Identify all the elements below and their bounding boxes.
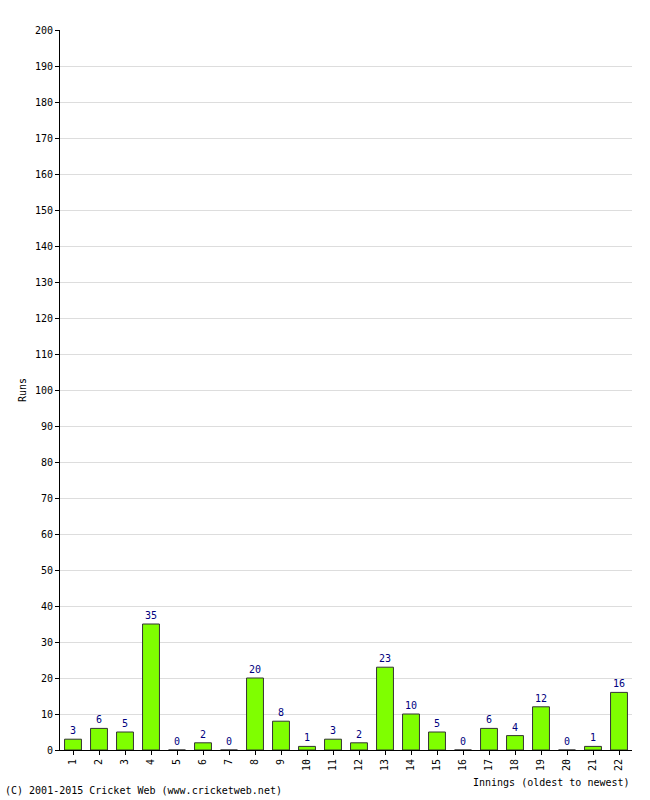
- svg-text:9: 9: [275, 759, 286, 765]
- svg-text:20: 20: [249, 664, 261, 675]
- svg-text:200: 200: [35, 25, 53, 36]
- svg-text:17: 17: [483, 759, 494, 771]
- svg-text:1: 1: [590, 732, 596, 743]
- svg-text:6: 6: [197, 759, 208, 765]
- svg-text:19: 19: [535, 759, 546, 771]
- svg-text:Innings (oldest to newest): Innings (oldest to newest): [473, 777, 630, 788]
- svg-text:160: 160: [35, 169, 53, 180]
- svg-text:10: 10: [405, 700, 417, 711]
- svg-text:22: 22: [613, 759, 624, 771]
- svg-text:30: 30: [41, 637, 53, 648]
- svg-text:0: 0: [47, 745, 53, 756]
- svg-text:40: 40: [41, 601, 53, 612]
- svg-text:7: 7: [223, 759, 234, 765]
- svg-text:4: 4: [512, 722, 518, 733]
- svg-text:18: 18: [509, 759, 520, 771]
- svg-text:14: 14: [405, 759, 416, 771]
- svg-text:20: 20: [41, 673, 53, 684]
- svg-text:16: 16: [613, 678, 625, 689]
- svg-text:5: 5: [122, 718, 128, 729]
- svg-text:3: 3: [119, 759, 130, 765]
- svg-text:90: 90: [41, 421, 53, 432]
- svg-text:60: 60: [41, 529, 53, 540]
- svg-text:35: 35: [145, 610, 157, 621]
- svg-text:1: 1: [67, 759, 78, 765]
- svg-text:150: 150: [35, 205, 53, 216]
- svg-text:Runs: Runs: [17, 378, 28, 402]
- svg-text:16: 16: [457, 759, 468, 771]
- svg-text:6: 6: [96, 714, 102, 725]
- svg-text:5: 5: [434, 718, 440, 729]
- svg-text:100: 100: [35, 385, 53, 396]
- svg-text:5: 5: [171, 759, 182, 765]
- svg-text:80: 80: [41, 457, 53, 468]
- svg-text:110: 110: [35, 349, 53, 360]
- svg-text:(C) 2001-2015 Cricket Web (www: (C) 2001-2015 Cricket Web (www.cricketwe…: [5, 785, 282, 796]
- svg-text:120: 120: [35, 313, 53, 324]
- svg-text:2: 2: [200, 729, 206, 740]
- svg-text:0: 0: [226, 736, 232, 747]
- svg-text:3: 3: [330, 725, 336, 736]
- svg-text:4: 4: [145, 759, 156, 765]
- svg-text:170: 170: [35, 133, 53, 144]
- svg-text:140: 140: [35, 241, 53, 252]
- svg-text:0: 0: [564, 736, 570, 747]
- svg-text:180: 180: [35, 97, 53, 108]
- svg-text:1: 1: [304, 732, 310, 743]
- svg-text:0: 0: [174, 736, 180, 747]
- svg-text:12: 12: [535, 693, 547, 704]
- svg-text:6: 6: [486, 714, 492, 725]
- svg-text:12: 12: [353, 759, 364, 771]
- svg-text:3: 3: [70, 725, 76, 736]
- svg-text:23: 23: [379, 653, 391, 664]
- svg-text:8: 8: [249, 759, 260, 765]
- svg-text:130: 130: [35, 277, 53, 288]
- svg-text:15: 15: [431, 759, 442, 771]
- svg-text:11: 11: [327, 759, 338, 771]
- svg-text:20: 20: [561, 759, 572, 771]
- svg-text:0: 0: [460, 736, 466, 747]
- svg-text:10: 10: [41, 709, 53, 720]
- svg-text:190: 190: [35, 61, 53, 72]
- svg-text:8: 8: [278, 707, 284, 718]
- svg-text:2: 2: [356, 729, 362, 740]
- svg-text:70: 70: [41, 493, 53, 504]
- svg-text:10: 10: [301, 759, 312, 771]
- svg-text:50: 50: [41, 565, 53, 576]
- svg-text:21: 21: [587, 759, 598, 771]
- svg-text:2: 2: [93, 759, 104, 765]
- svg-text:13: 13: [379, 759, 390, 771]
